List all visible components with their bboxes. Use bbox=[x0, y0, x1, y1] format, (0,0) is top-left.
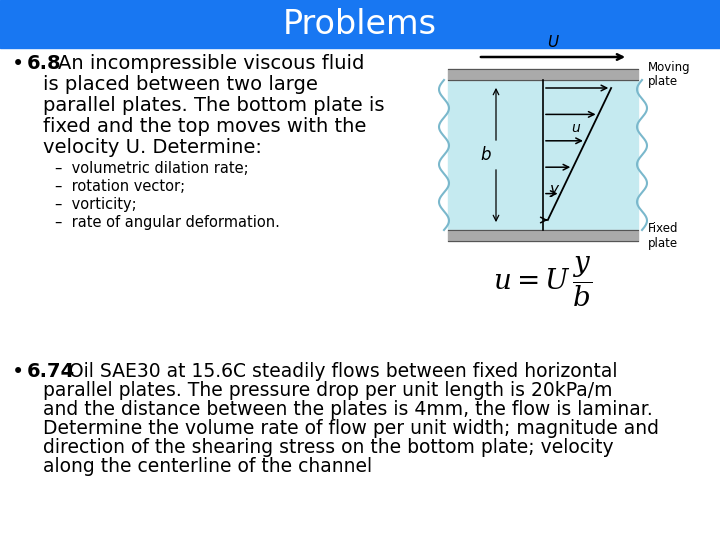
Text: Determine the volume rate of flow per unit width; magnitude and: Determine the volume rate of flow per un… bbox=[43, 419, 659, 438]
Text: –  vorticity;: – vorticity; bbox=[55, 197, 137, 212]
Text: Fixed
plate: Fixed plate bbox=[648, 221, 678, 249]
Text: Problems: Problems bbox=[283, 8, 437, 40]
Text: along the centerline of the channel: along the centerline of the channel bbox=[43, 457, 372, 476]
Text: U: U bbox=[547, 35, 559, 50]
Text: and the distance between the plates is 4mm, the flow is laminar.: and the distance between the plates is 4… bbox=[43, 400, 653, 419]
Text: b: b bbox=[481, 146, 491, 164]
Text: –  volumetric dilation rate;: – volumetric dilation rate; bbox=[55, 161, 248, 176]
Text: y: y bbox=[549, 182, 558, 197]
Bar bbox=[448, 230, 638, 241]
Text: fixed and the top moves with the: fixed and the top moves with the bbox=[43, 117, 366, 136]
Text: parallel plates. The bottom plate is: parallel plates. The bottom plate is bbox=[43, 96, 384, 115]
Bar bbox=[448, 80, 638, 230]
Text: direction of the shearing stress on the bottom plate; velocity: direction of the shearing stress on the … bbox=[43, 438, 613, 457]
Bar bbox=[0, 0, 720, 48]
Bar bbox=[448, 69, 638, 80]
Text: $u = U\,\dfrac{y}{b}$: $u = U\,\dfrac{y}{b}$ bbox=[493, 254, 592, 309]
Text: is placed between two large: is placed between two large bbox=[43, 75, 318, 94]
Text: parallel plates. The pressure drop per unit length is 20kPa/m: parallel plates. The pressure drop per u… bbox=[43, 381, 613, 400]
Text: –  rotation vector;: – rotation vector; bbox=[55, 179, 185, 194]
Text: 6.74: 6.74 bbox=[27, 362, 75, 381]
Text: •: • bbox=[12, 362, 24, 382]
Text: u: u bbox=[571, 120, 580, 134]
Text: velocity U. Determine:: velocity U. Determine: bbox=[43, 138, 262, 157]
Text: An incompressible viscous fluid: An incompressible viscous fluid bbox=[58, 54, 364, 73]
Text: Oil SAE30 at 15.6C steadily flows between fixed horizontal: Oil SAE30 at 15.6C steadily flows betwee… bbox=[69, 362, 618, 381]
Text: •: • bbox=[12, 54, 24, 74]
Text: 6.8: 6.8 bbox=[27, 54, 62, 73]
Text: Moving
plate: Moving plate bbox=[648, 60, 690, 89]
Text: –  rate of angular deformation.: – rate of angular deformation. bbox=[55, 215, 280, 230]
